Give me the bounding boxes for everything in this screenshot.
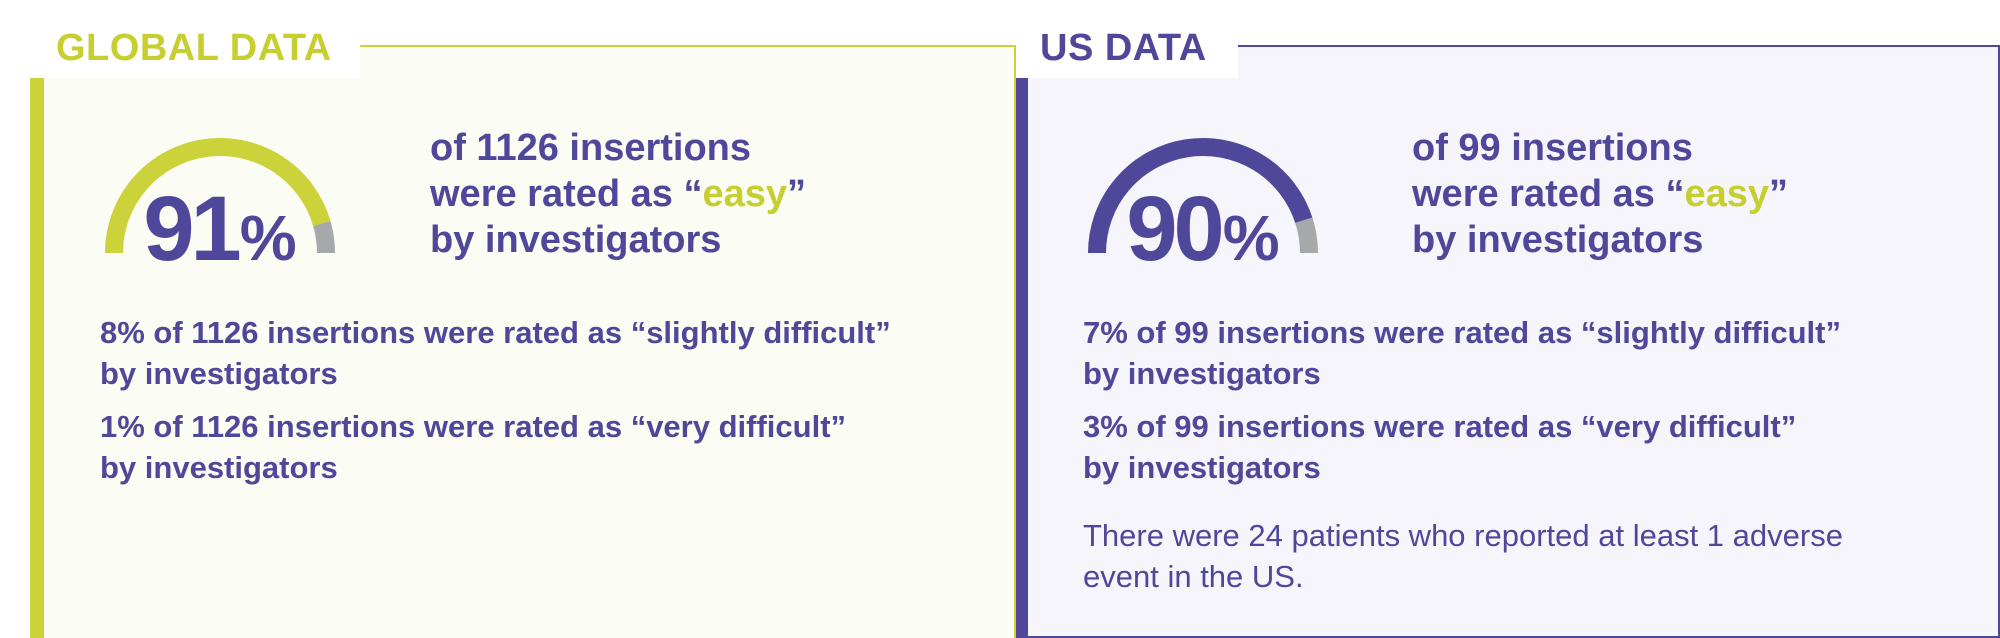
us-stat2-line1: 3% of 99 insertions were rated as “very … [1083, 409, 1797, 444]
global-easy-gauge: 91% [100, 105, 340, 280]
us-note-line2: event in the US. [1083, 559, 1304, 594]
us-headline: of 99 insertions were rated as “easy” by… [1412, 125, 1788, 263]
global-gauge-arc [105, 138, 335, 254]
us-stat1-line1: 7% of 99 insertions were rated as “sligh… [1083, 315, 1841, 350]
us-adverse-event-note: There were 24 patients who reported at l… [1083, 515, 1983, 597]
us-note-line1: There were 24 patients who reported at l… [1083, 518, 1843, 553]
us-headline-prefix: were rated as “ [1412, 173, 1685, 215]
us-gauge-unit: % [1222, 202, 1280, 274]
global-easy-word: easy [702, 173, 788, 215]
global-headline-prefix: were rated as “ [430, 173, 703, 215]
global-gauge-value: 91% [100, 177, 340, 282]
us-headline-line3: by investigators [1412, 219, 1704, 261]
global-gauge-filled-arc [105, 138, 331, 254]
us-stat1-line2: by investigators [1083, 356, 1321, 391]
us-gauge-filled-arc [1088, 138, 1313, 254]
global-stat1-line2: by investigators [100, 356, 338, 391]
global-gauge-remaining-arc [313, 220, 335, 254]
global-headline-line2: were rated as “easy” [430, 171, 806, 217]
global-headline-line1: of 1126 insertions [430, 127, 752, 169]
us-headline-line2: were rated as “easy” [1412, 171, 1788, 217]
global-headline: of 1126 insertions were rated as “easy” … [430, 125, 806, 263]
global-headline-suffix: ” [787, 173, 807, 215]
us-easy-gauge: 90% [1083, 105, 1323, 280]
us-gauge-arc [1088, 138, 1318, 254]
global-stat2-line1: 1% of 1126 insertions were rated as “ver… [100, 409, 847, 444]
us-headline-line1: of 99 insertions [1412, 127, 1693, 169]
us-slightly-difficult-stat: 7% of 99 insertions were rated as “sligh… [1083, 312, 1983, 394]
global-slightly-difficult-stat: 8% of 1126 insertions were rated as “sli… [100, 312, 1000, 394]
global-headline-line3: by investigators [430, 219, 722, 261]
global-gauge-unit: % [239, 202, 297, 274]
us-easy-word: easy [1684, 173, 1770, 215]
us-gauge-number: 90 [1126, 178, 1224, 280]
us-data-panel [1016, 45, 2000, 638]
us-gauge-remaining-arc [1295, 217, 1318, 254]
us-very-difficult-stat: 3% of 99 insertions were rated as “very … [1083, 406, 1983, 488]
global-data-heading: GLOBAL DATA [30, 18, 360, 78]
global-stat2-line2: by investigators [100, 450, 338, 485]
global-stat1-line1: 8% of 1126 insertions were rated as “sli… [100, 315, 891, 350]
us-data-heading: US DATA [1016, 18, 1238, 78]
us-stat2-line2: by investigators [1083, 450, 1321, 485]
us-gauge-value: 90% [1083, 177, 1323, 282]
global-very-difficult-stat: 1% of 1126 insertions were rated as “ver… [100, 406, 1000, 488]
global-gauge-number: 91 [143, 178, 241, 280]
us-headline-suffix: ” [1769, 173, 1789, 215]
